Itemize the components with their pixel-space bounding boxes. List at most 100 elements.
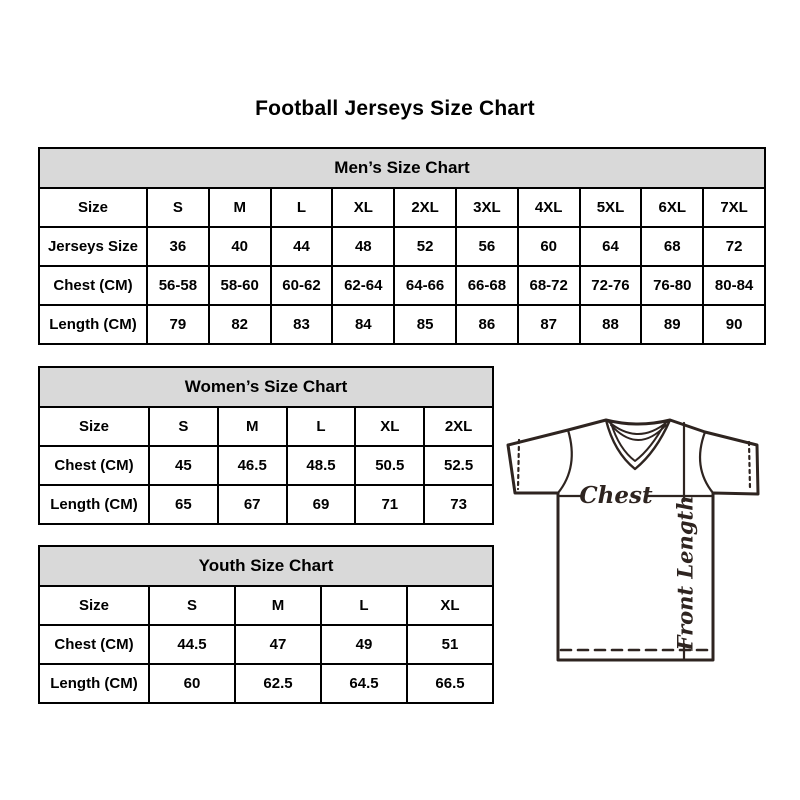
value-cell: 68 [640, 226, 705, 267]
row-label-cell: Length (CM) [38, 484, 150, 525]
value-cell: 60 [516, 226, 581, 267]
value-cell: 87 [516, 304, 581, 345]
value-cell: 56 [454, 226, 519, 267]
value-cell: 80-84 [702, 265, 766, 306]
value-cell: 88 [578, 304, 643, 345]
value-cell: 44.5 [148, 624, 236, 665]
row-label-cell: Length (CM) [38, 304, 148, 345]
value-cell: S [148, 406, 219, 447]
value-cell: 3XL [454, 187, 519, 228]
value-cell: 44 [269, 226, 334, 267]
value-cell: M [234, 585, 322, 626]
jersey-outline [506, 418, 760, 662]
value-cell: 76-80 [640, 265, 705, 306]
row-label-cell: Size [38, 406, 150, 447]
womens-table-title: Women’s Size Chart [38, 366, 494, 408]
value-cell: 86 [454, 304, 519, 345]
row-label-cell: Jerseys Size [38, 226, 148, 267]
value-cell: M [216, 406, 288, 447]
youth-size-table: Youth Size Chart Size S M L XL Chest (CM) 44.5… [38, 545, 494, 704]
value-cell: 2XL [423, 406, 494, 447]
mens-table-title: Men’s Size Chart [38, 147, 766, 189]
chest-label: Chest [579, 482, 653, 509]
value-cell: 45 [148, 445, 219, 486]
value-cell: 89 [640, 304, 705, 345]
womens-size-table: Women’s Size Chart Size S M L XL 2XL Chest (CM… [38, 366, 494, 525]
value-cell: S [146, 187, 210, 228]
value-cell: 36 [146, 226, 210, 267]
value-cell: 58-60 [207, 265, 272, 306]
value-cell: 67 [216, 484, 288, 525]
table-row: Size S M L XL [38, 585, 494, 626]
value-cell: 5XL [578, 187, 643, 228]
right-armhole-seam [699, 430, 715, 495]
value-cell: 7XL [702, 187, 766, 228]
jersey-diagram: Chest Front Length [503, 412, 773, 670]
value-cell: 64 [578, 226, 643, 267]
table-row: Chest (CM) 45 46.5 48.5 50.5 52.5 [38, 445, 494, 486]
value-cell: 51 [406, 624, 494, 665]
table-title-row: Youth Size Chart [38, 545, 494, 587]
youth-table-title: Youth Size Chart [38, 545, 494, 587]
value-cell: 85 [393, 304, 457, 345]
value-cell: S [148, 585, 236, 626]
value-cell: 50.5 [354, 445, 426, 486]
value-cell: 64-66 [393, 265, 457, 306]
value-cell: XL [331, 187, 396, 228]
value-cell: 52.5 [423, 445, 494, 486]
value-cell: 60-62 [269, 265, 334, 306]
table-title-row: Men’s Size Chart [38, 147, 766, 189]
value-cell: L [320, 585, 408, 626]
value-cell: 83 [269, 304, 334, 345]
value-cell: 90 [702, 304, 766, 345]
value-cell: 68-72 [516, 265, 581, 306]
value-cell: 62.5 [234, 663, 322, 704]
value-cell: L [285, 406, 357, 447]
value-cell: 48 [331, 226, 396, 267]
vneck-outer-edge [604, 418, 672, 471]
row-label-cell: Chest (CM) [38, 265, 148, 306]
value-cell: 72 [702, 226, 766, 267]
value-cell: 65 [148, 484, 219, 525]
value-cell: 73 [423, 484, 494, 525]
value-cell: 66.5 [406, 663, 494, 704]
row-label-cell: Size [38, 585, 150, 626]
value-cell: L [269, 187, 334, 228]
value-cell: 71 [354, 484, 426, 525]
value-cell: 6XL [640, 187, 705, 228]
value-cell: 84 [331, 304, 396, 345]
collar-back-curve-1 [608, 421, 668, 435]
page-title: Football Jerseys Size Chart [255, 97, 535, 120]
value-cell: 60 [148, 663, 236, 704]
row-label-cell: Size [38, 187, 148, 228]
value-cell: 79 [146, 304, 210, 345]
value-cell: M [207, 187, 272, 228]
value-cell: 4XL [516, 187, 581, 228]
table-row: Size S M L XL 2XL [38, 406, 494, 447]
value-cell: 62-64 [331, 265, 396, 306]
table-row: Length (CM) 60 62.5 64.5 66.5 [38, 663, 494, 704]
front-length-label: Front Length [673, 496, 698, 652]
value-cell: 82 [207, 304, 272, 345]
table-row: Length (CM) 65 67 69 71 73 [38, 484, 494, 525]
value-cell: 72-76 [578, 265, 643, 306]
table-row: Length (CM) 79 82 83 84 85 86 87 88 89 90 [38, 304, 766, 345]
mens-size-table: Men’s Size Chart Size S M L XL 2XL 3XL 4XL 5XL 6X… [38, 147, 766, 345]
table-row: Chest (CM) 56-58 58-60 60-62 62-64 64-66 66-68… [38, 265, 766, 306]
row-label-cell: Length (CM) [38, 663, 150, 704]
value-cell: 69 [285, 484, 357, 525]
value-cell: 52 [393, 226, 457, 267]
value-cell: 46.5 [216, 445, 288, 486]
right-cuff-stitch-line [747, 440, 752, 491]
value-cell: XL [406, 585, 494, 626]
value-cell: XL [354, 406, 426, 447]
table-row: Chest (CM) 44.5 47 49 51 [38, 624, 494, 665]
value-cell: 47 [234, 624, 322, 665]
value-cell: 49 [320, 624, 408, 665]
row-label-cell: Chest (CM) [38, 445, 150, 486]
value-cell: 48.5 [285, 445, 357, 486]
value-cell: 56-58 [146, 265, 210, 306]
table-title-row: Women’s Size Chart [38, 366, 494, 408]
value-cell: 40 [207, 226, 272, 267]
value-cell: 2XL [393, 187, 457, 228]
